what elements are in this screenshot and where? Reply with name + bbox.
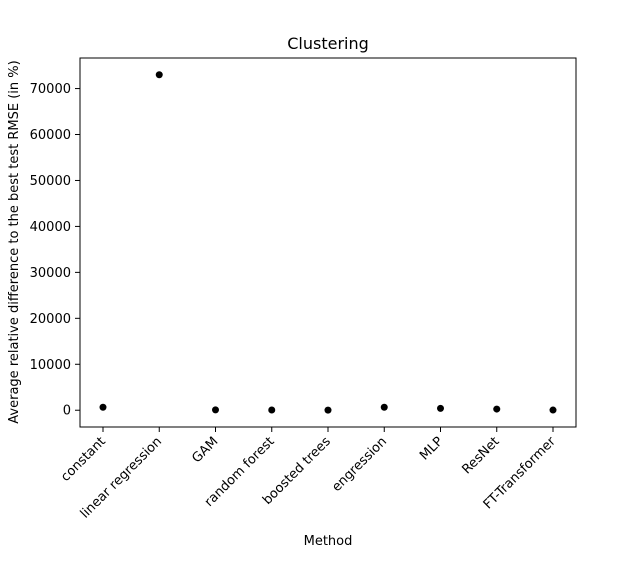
data-point <box>549 406 557 414</box>
data-point <box>212 406 219 414</box>
data-point <box>155 71 163 79</box>
y-tick-label: 70000 <box>30 82 71 97</box>
y-axis-label: Average relative difference to the best … <box>7 60 22 423</box>
x-axis-label: Method <box>304 534 353 549</box>
data-points <box>99 71 557 414</box>
y-tick-label: 60000 <box>30 128 71 143</box>
x-tick-label: MLP <box>417 434 446 463</box>
y-tick-label: 0 <box>63 404 71 419</box>
y-tick-label: 50000 <box>30 174 71 189</box>
y-tick-label: 10000 <box>30 358 71 373</box>
x-tick-label: constant <box>58 434 109 485</box>
y-tick-label: 40000 <box>30 220 71 235</box>
data-point <box>437 404 444 412</box>
plot-area-frame <box>79 57 577 428</box>
x-tick-label: ResNet <box>459 434 502 477</box>
y-axis: 0 10000 20000 30000 40000 50000 60000 70000 <box>30 82 80 419</box>
data-point <box>99 403 107 411</box>
data-point <box>380 403 388 411</box>
data-point <box>268 406 276 414</box>
x-tick-label: GAM <box>189 434 221 466</box>
x-tick-label: engression <box>329 434 390 495</box>
y-tick-label: 30000 <box>30 266 71 281</box>
chart-title: Clustering <box>287 34 369 53</box>
data-point <box>493 405 501 413</box>
data-point <box>324 406 332 414</box>
y-tick-label: 20000 <box>30 312 71 327</box>
